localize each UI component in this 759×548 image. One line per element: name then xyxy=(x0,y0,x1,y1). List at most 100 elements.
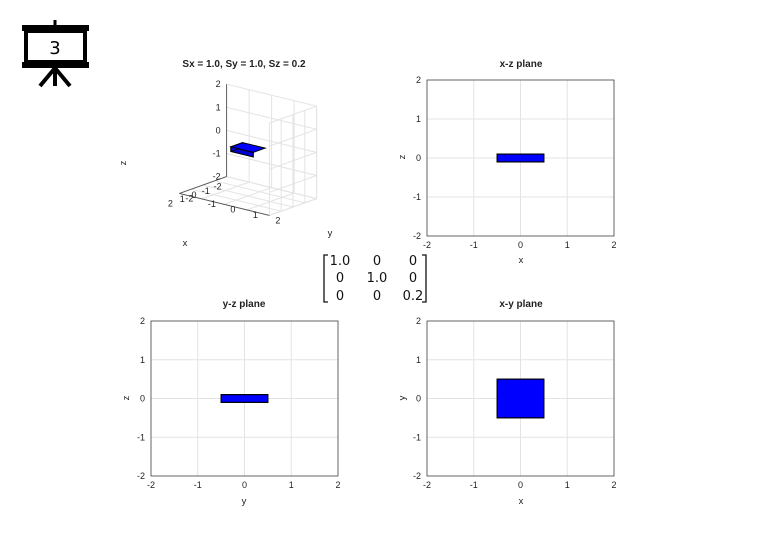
x-tick-label: 2 xyxy=(611,240,616,250)
axes-box xyxy=(150,320,339,477)
plot-area-xy: -2 -1 0 1 2 -2 -1 0 1 2 xyxy=(413,316,617,490)
y-tick-label: 0 xyxy=(140,394,145,404)
x-tick-label: 0 xyxy=(518,480,523,490)
scaled-box-3d xyxy=(229,141,267,158)
y-axis-label-xz: z xyxy=(397,154,408,159)
grid-line xyxy=(246,192,295,211)
x-axis-label-xy: x xyxy=(519,496,524,507)
y-tick-label: 1 xyxy=(416,114,421,124)
x-axis-label-yz: y xyxy=(242,496,247,507)
scaled-shape xyxy=(496,378,545,419)
chart-title-3d: Sx = 1.0, Sy = 1.0, Sz = 0.2 xyxy=(182,59,306,70)
matrix-cell: 1.0 xyxy=(367,271,388,286)
chart-title-yz: y-z plane xyxy=(223,299,266,310)
matrix-cell: 0 xyxy=(409,271,417,286)
x-tick-label: -1 xyxy=(470,240,478,250)
y-tick-label-3d: 2 xyxy=(275,215,280,225)
y-axis-label-3d: y xyxy=(328,228,333,239)
y-tick-label: -2 xyxy=(413,471,421,481)
z-tick-label-3d: -2 xyxy=(213,172,221,182)
chart-xz-plane: x-z plane -2 -1 0 1 2 -2 -1 0 1 2 x z xyxy=(397,59,617,266)
grid-line xyxy=(269,128,317,147)
grid-line xyxy=(226,106,317,130)
x-tick-label: -2 xyxy=(147,480,155,490)
y-tick-label: -2 xyxy=(137,471,145,481)
y-tick-label-3d: 0 xyxy=(230,204,235,214)
grid-line xyxy=(226,129,317,153)
y-tick-label: 1 xyxy=(416,355,421,365)
x-axis-label-3d: x xyxy=(183,238,188,249)
matrix-left-bracket xyxy=(323,254,328,303)
matrix-cell: 0 xyxy=(373,254,381,269)
x-tick-label-3d: -1 xyxy=(202,186,210,196)
grid-line xyxy=(269,151,317,170)
x-tick-label: -2 xyxy=(423,240,431,250)
y-tick-label-3d: -2 xyxy=(185,193,193,203)
y-tick-label-3d: 1 xyxy=(253,210,258,220)
slide-number: 3 xyxy=(49,38,60,59)
x-tick-label-3d: -2 xyxy=(214,182,222,192)
z-tick-label-3d: 2 xyxy=(216,79,221,89)
matrix-cell: 1.0 xyxy=(330,254,351,269)
box-face-top xyxy=(229,142,267,153)
grid-line xyxy=(191,188,282,212)
plot-area-xz: -2 -1 0 1 2 -2 -1 0 1 2 xyxy=(413,75,617,250)
y-tick-label-3d: -1 xyxy=(208,199,216,209)
presentation-board-icon: 3 xyxy=(22,20,89,88)
axis-line xyxy=(179,176,227,194)
x-tick-label: 2 xyxy=(611,480,616,490)
chart-title-xy: x-y plane xyxy=(499,299,543,310)
y-tick-label: -1 xyxy=(413,432,421,442)
x-tick-label: 1 xyxy=(565,480,570,490)
grid-3d xyxy=(179,83,318,216)
matrix-cell: 0 xyxy=(336,271,344,286)
axis-line xyxy=(179,192,270,216)
z-tick-label-3d: 1 xyxy=(216,102,221,112)
grid-line xyxy=(269,105,317,124)
x-tick-label: 1 xyxy=(565,240,570,250)
chart-title-xz: x-z plane xyxy=(500,59,543,70)
x-tick-label: 2 xyxy=(335,480,340,490)
x-tick-label: 1 xyxy=(289,480,294,490)
chart-xy-plane: x-y plane -2 -1 0 1 2 -2 -1 0 1 2 x y xyxy=(397,299,617,507)
x-tick-label-3d: 0 xyxy=(191,190,196,200)
axes-box xyxy=(426,320,615,477)
z-tick-label-3d: -1 xyxy=(213,149,221,159)
axes-box xyxy=(426,79,615,237)
matrix-cell: 0 xyxy=(336,289,344,304)
z-tick-label-3d: 0 xyxy=(216,125,221,135)
x-tick-label: -1 xyxy=(194,480,202,490)
scaled-shape xyxy=(496,153,545,163)
y-tick-label: -2 xyxy=(413,231,421,241)
scaling-matrix: 1.0 0 0 0 1.0 0 0 0 0.2 xyxy=(323,254,427,304)
y-tick-label: 0 xyxy=(416,153,421,163)
y-axis-label-xy: y xyxy=(397,395,408,400)
chart-yz-plane: y-z plane -2 -1 0 1 2 -2 -1 0 1 2 y z xyxy=(121,299,341,507)
y-tick-label: 2 xyxy=(140,316,145,326)
y-tick-label: -1 xyxy=(137,432,145,442)
y-tick-label: 0 xyxy=(416,394,421,404)
y-tick-label: -1 xyxy=(413,192,421,202)
x-tick-label: -2 xyxy=(423,480,431,490)
matrix-right-bracket xyxy=(422,254,427,303)
y-tick-label: 2 xyxy=(416,75,421,85)
y-tick-label: 2 xyxy=(416,316,421,326)
x-tick-label: 0 xyxy=(518,240,523,250)
x-axis-label-xz: x xyxy=(519,255,524,266)
grid-line xyxy=(224,187,272,205)
x-tick-label-3d: 1 xyxy=(180,194,185,204)
z-axis-label-3d: z xyxy=(118,160,129,165)
x-tick-label: 0 xyxy=(242,480,247,490)
grid-line xyxy=(269,198,317,216)
y-axis-label-yz: z xyxy=(121,395,132,400)
x-tick-label: -1 xyxy=(470,480,478,490)
matrix-cell: 0 xyxy=(373,289,381,304)
matrix-cell: 0 xyxy=(409,254,417,269)
plot-area-yz: -2 -1 0 1 2 -2 -1 0 1 2 xyxy=(137,316,341,490)
x-tick-label-3d: 2 xyxy=(168,198,173,208)
matrix-cell-highlight: 0.2 xyxy=(403,289,424,304)
y-tick-label: 1 xyxy=(140,355,145,365)
